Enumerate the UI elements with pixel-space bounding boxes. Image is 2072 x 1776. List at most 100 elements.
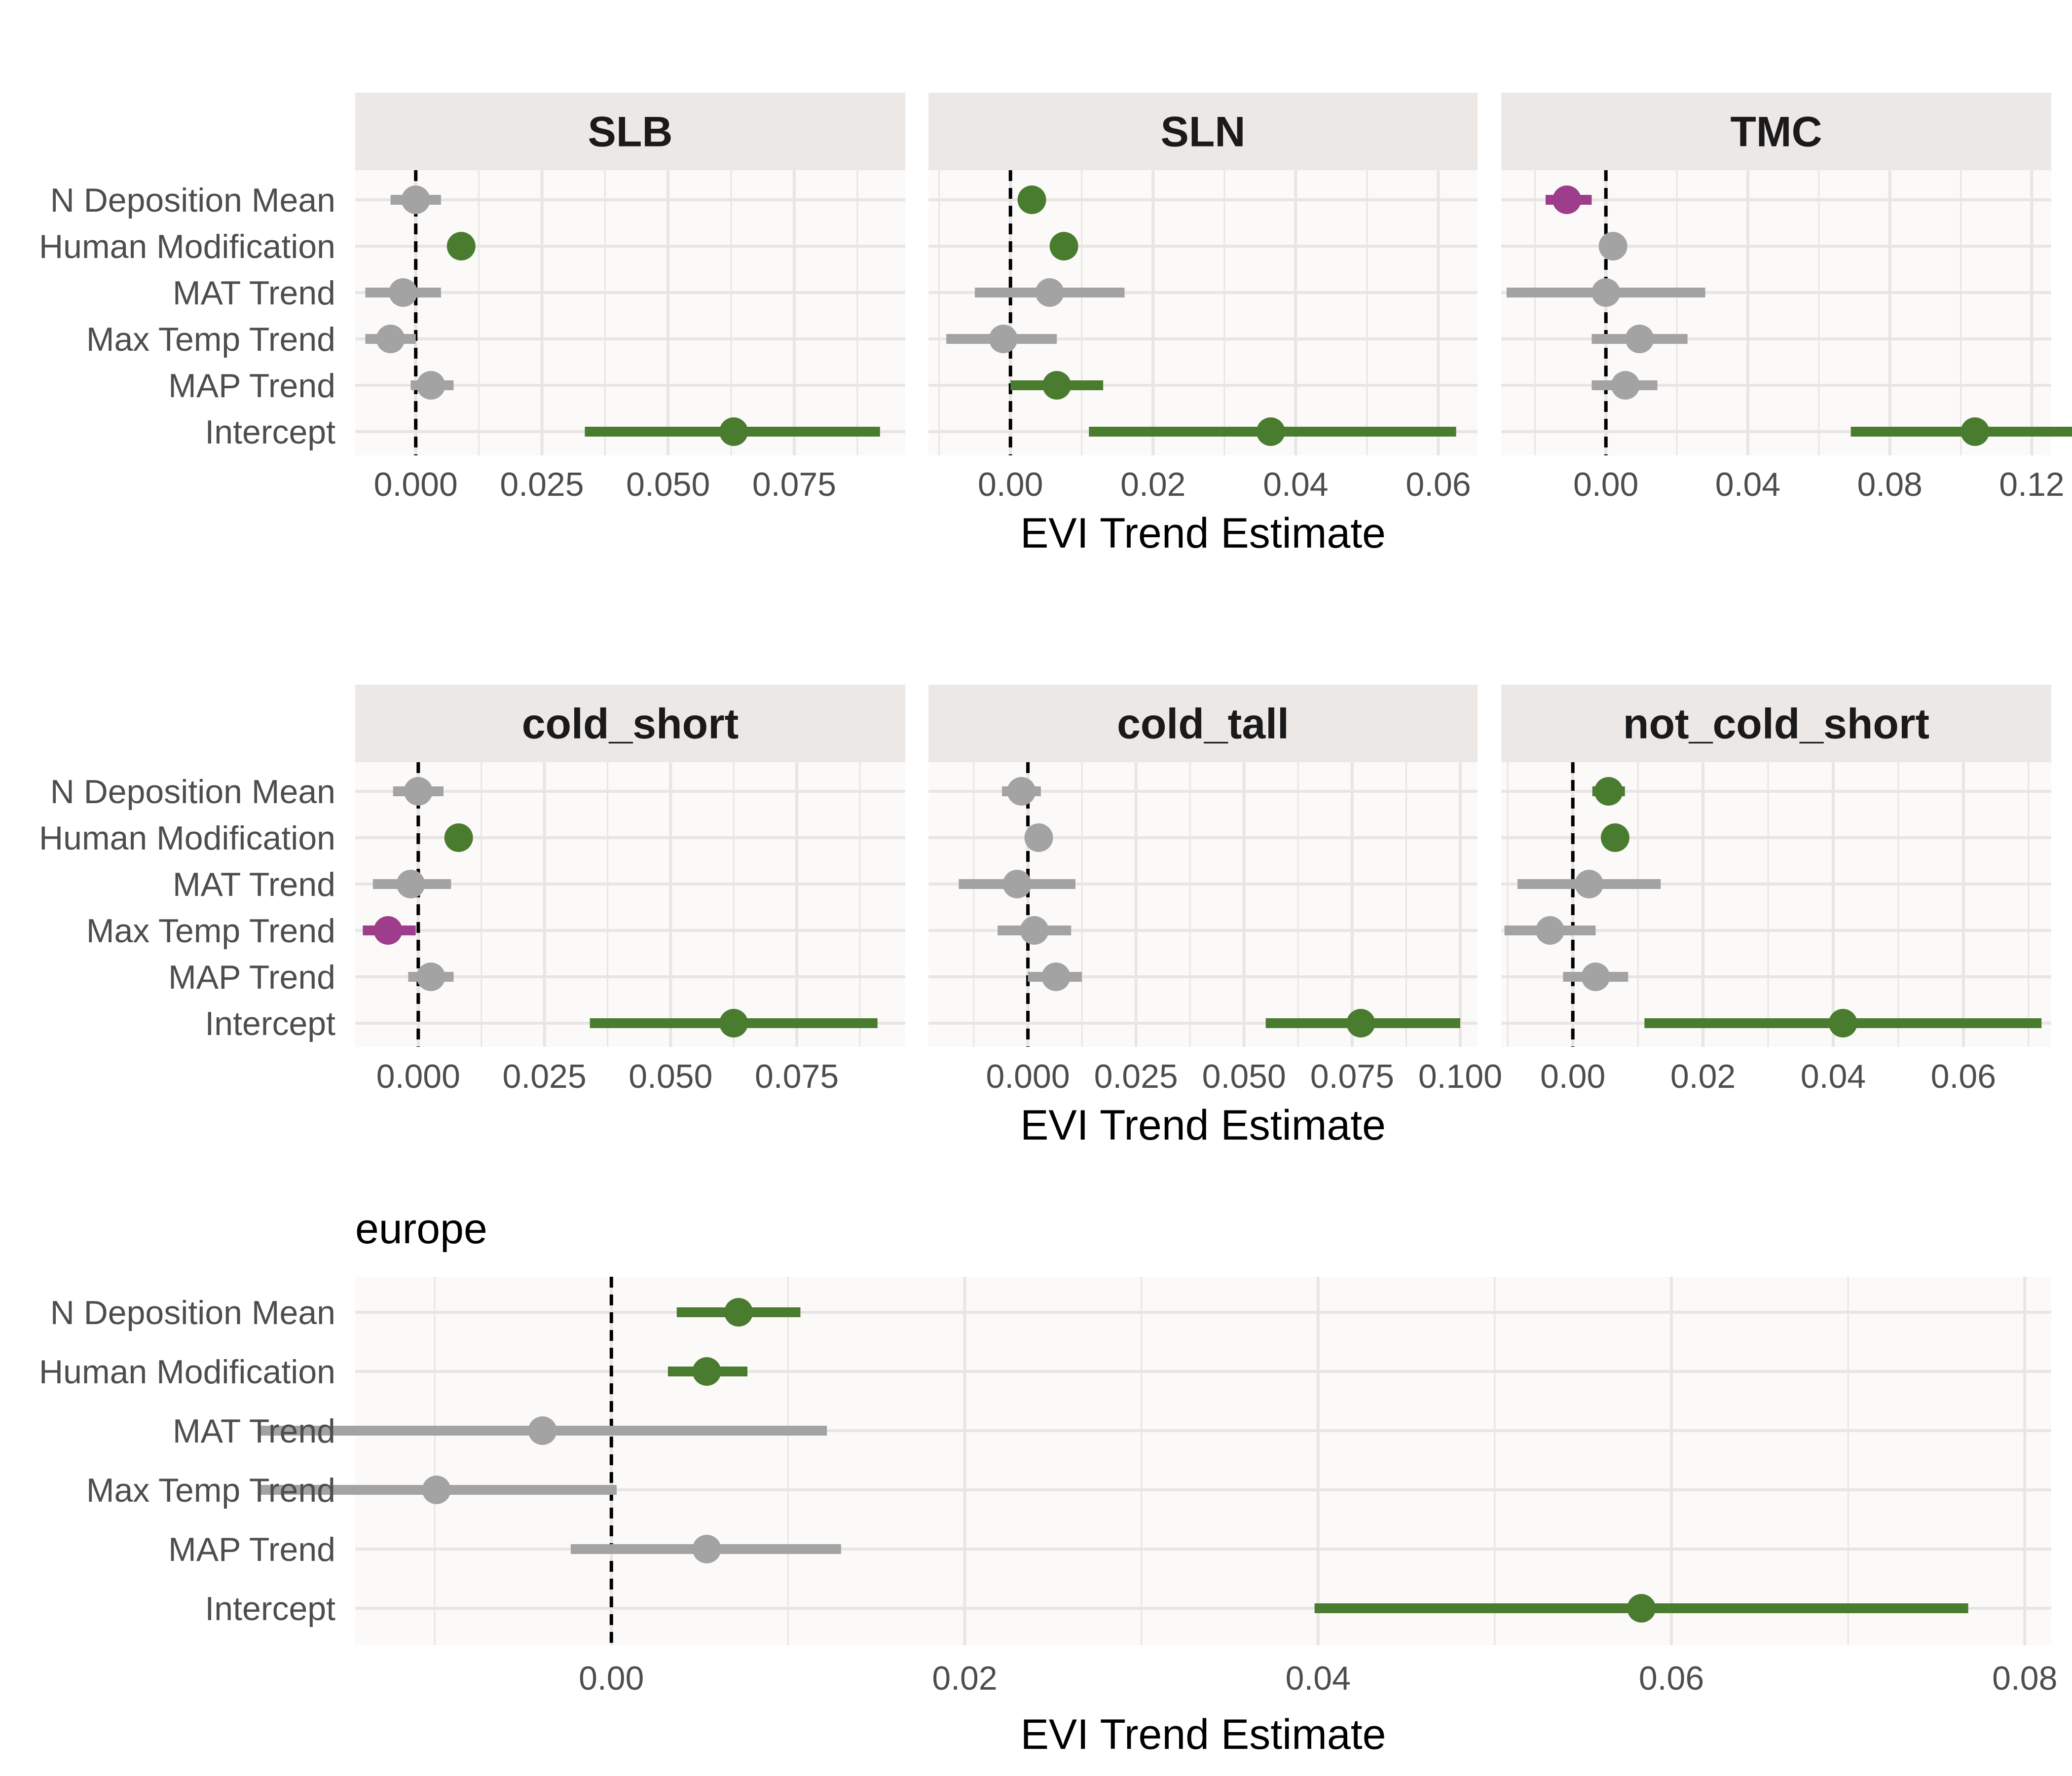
- facet-title: TMC: [1730, 109, 1822, 156]
- facet-title: not_cold_short: [1623, 701, 1929, 748]
- panel-SLN: SLN 0.00 0.02 0.04 0.06 EVI Trend Estimate: [928, 93, 1478, 557]
- point-estimate: [1035, 278, 1064, 307]
- x-tick-label: 0.000: [986, 1058, 1070, 1095]
- point-estimate: [1598, 232, 1628, 260]
- panel-background: [928, 170, 1478, 455]
- x-tick-label: 0.00: [579, 1660, 644, 1697]
- facet-title: SLN: [1161, 109, 1246, 156]
- point-estimate: [1346, 1009, 1375, 1037]
- y-tick-label: MAP Trend: [168, 367, 335, 405]
- point-estimate: [1611, 371, 1640, 400]
- facet-title: cold_short: [522, 701, 739, 748]
- panel-background: [1501, 762, 2051, 1047]
- point-estimate: [1256, 417, 1285, 446]
- x-tick-label: 0.025: [500, 466, 584, 503]
- panel-not-cold-short: not_cold_short 0.00 0.02 0.04 0.06: [1501, 685, 2051, 1095]
- x-tick-label: 0.000: [374, 466, 458, 503]
- point-estimate: [404, 777, 433, 806]
- x-tick-label: 0.050: [1202, 1058, 1286, 1095]
- point-estimate: [401, 185, 430, 214]
- point-estimate: [1625, 325, 1654, 353]
- y-tick-label: MAT Trend: [173, 274, 335, 312]
- x-tick-label: 0.100: [1418, 1058, 1502, 1095]
- x-tick-label: 0.050: [626, 466, 710, 503]
- x-tick-label: 0.050: [629, 1058, 712, 1095]
- y-tick-label: Human Modification: [39, 819, 335, 857]
- point-estimate: [1041, 962, 1071, 991]
- x-tick-label: 0.12: [1999, 466, 2064, 503]
- point-estimate: [396, 870, 425, 898]
- point-estimate: [1581, 962, 1610, 991]
- panel-background: [355, 762, 905, 1047]
- panel-TMC: TMC 0.00 0.04 0.08 0.12: [1501, 93, 2072, 503]
- x-axis-label: EVI Trend Estimate: [1020, 1102, 1386, 1149]
- facet-strip: [355, 93, 905, 170]
- panel-background: [355, 1277, 2051, 1645]
- facet-strip: [928, 93, 1478, 170]
- point-estimate: [989, 325, 1018, 353]
- point-estimate: [1007, 777, 1036, 806]
- y-tick-label: N Deposition Mean: [50, 182, 335, 219]
- y-tick-label: Max Temp Trend: [86, 1472, 335, 1509]
- x-tick-label: 0.000: [376, 1058, 460, 1095]
- x-tick-label: 0.02: [1670, 1058, 1736, 1095]
- point-estimate: [1600, 823, 1629, 852]
- y-tick-label: MAT Trend: [173, 866, 335, 903]
- y-tick-label: MAT Trend: [173, 1412, 335, 1450]
- y-tick-label: N Deposition Mean: [50, 773, 335, 811]
- point-estimate: [692, 1535, 721, 1563]
- x-tick-label: 0.00: [1540, 1058, 1605, 1095]
- x-tick-label: 0.075: [755, 1058, 839, 1095]
- point-estimate: [1024, 823, 1053, 852]
- point-estimate: [1828, 1009, 1857, 1037]
- facet-title: cold_tall: [1117, 701, 1289, 748]
- point-estimate: [692, 1357, 721, 1386]
- x-tick-label: 0.075: [752, 466, 836, 503]
- x-axis-label: EVI Trend Estimate: [1021, 1711, 1386, 1758]
- y-tick-label: Intercept: [205, 1005, 335, 1042]
- point-estimate: [1002, 870, 1032, 898]
- y-tick-label: MAP Trend: [168, 959, 335, 996]
- panel-cold-short: cold_short N Deposition Mean Human Modific…: [39, 685, 905, 1095]
- facet-strip: [1501, 685, 2051, 762]
- point-estimate: [389, 278, 418, 307]
- x-tick-label: 0.08: [1857, 466, 1923, 503]
- x-tick-label: 0.06: [1931, 1058, 1996, 1095]
- panel-cold-tall: cold_tall 0.000 0.025 0.050 0.075 0.100 EVI Tr…: [928, 685, 1502, 1149]
- x-tick-label: 0.04: [1801, 1058, 1866, 1095]
- panel-background: [928, 762, 1478, 1047]
- x-tick-label: 0.00: [1573, 466, 1638, 503]
- panel-title: europe: [355, 1205, 487, 1253]
- x-tick-label: 0.025: [503, 1058, 587, 1095]
- x-tick-label: 0.04: [1286, 1660, 1351, 1697]
- x-tick-label: 0.075: [1310, 1058, 1394, 1095]
- x-tick-label: 0.02: [932, 1660, 997, 1697]
- panel-europe: europe N Deposition Mean Human Modificatio…: [39, 1205, 2057, 1758]
- x-tick-label: 0.06: [1406, 466, 1471, 503]
- point-estimate: [1627, 1594, 1656, 1623]
- y-tick-label: Intercept: [205, 1590, 335, 1628]
- point-estimate: [373, 916, 403, 945]
- x-tick-label: 0.06: [1639, 1660, 1704, 1697]
- panel-background: [355, 170, 905, 455]
- y-tick-label: Human Modification: [39, 1353, 335, 1391]
- point-estimate: [416, 962, 445, 991]
- y-tick-label: N Deposition Mean: [50, 1294, 335, 1332]
- x-tick-label: 0.02: [1120, 466, 1185, 503]
- point-estimate: [1591, 278, 1621, 307]
- x-tick-label: 0.04: [1263, 466, 1328, 503]
- panel-background: [1501, 170, 2051, 455]
- panel-SLB: SLB N Deposition Mean Human Modification MA…: [39, 93, 905, 503]
- point-estimate: [1575, 870, 1604, 898]
- point-estimate: [376, 325, 405, 353]
- point-estimate: [416, 371, 445, 400]
- point-estimate: [528, 1416, 557, 1445]
- facet-title: SLB: [588, 109, 673, 156]
- point-estimate: [1553, 185, 1582, 214]
- x-tick-label: 0.08: [1992, 1660, 2057, 1697]
- y-tick-label: Intercept: [205, 413, 335, 451]
- point-estimate: [1961, 417, 1990, 446]
- point-estimate: [422, 1476, 451, 1504]
- facet-strip: [1501, 93, 2051, 170]
